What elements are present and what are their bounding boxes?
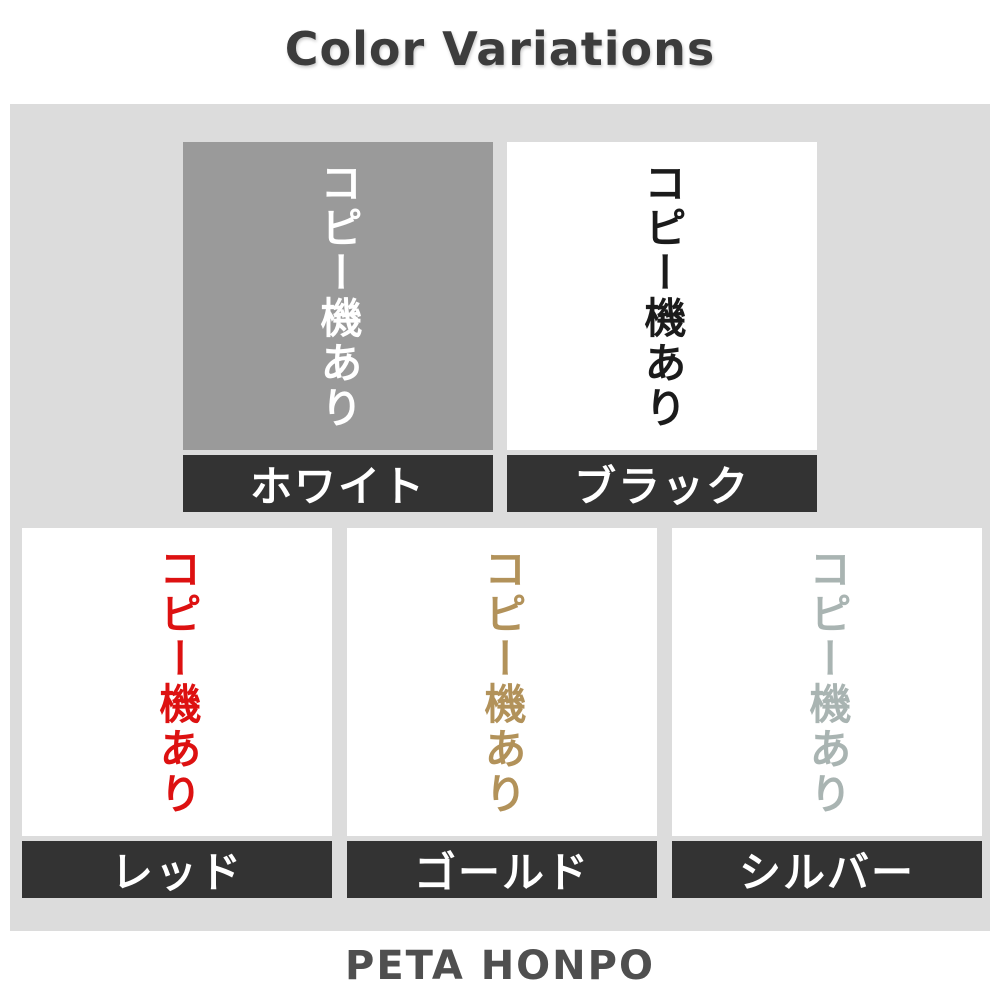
swatch-gold: コピー機あり — [347, 528, 657, 836]
sample-text-gold: コピー機あり — [478, 547, 527, 817]
swatch-silver: コピー機あり — [672, 528, 982, 836]
tile-silver: コピー機あり シルバー — [672, 528, 982, 898]
sample-text-silver: コピー機あり — [803, 547, 852, 817]
label-bar-silver: シルバー — [672, 841, 982, 898]
label-bar-white: ホワイト — [183, 455, 493, 512]
label-bar-gold: ゴールド — [347, 841, 657, 898]
label-text-gold: ゴールド — [413, 848, 590, 897]
brand-footer: PETA HONPO — [345, 943, 655, 989]
label-bar-black: ブラック — [507, 455, 817, 512]
swatch-white: コピー機あり — [183, 142, 493, 450]
tile-white: コピー機あり ホワイト — [183, 142, 493, 512]
label-bar-red: レッド — [22, 841, 332, 898]
swatch-black: コピー機あり — [507, 142, 817, 450]
swatch-red: コピー機あり — [22, 528, 332, 836]
label-text-silver: シルバー — [738, 848, 915, 897]
label-text-black: ブラック — [573, 462, 750, 511]
variations-panel: コピー機あり ホワイト コピー機あり ブラック コピー機あり レッド コピー機あ… — [10, 104, 990, 931]
sample-text-white: コピー機あり — [314, 161, 363, 431]
tile-gold: コピー機あり ゴールド — [347, 528, 657, 898]
sample-text-red: コピー機あり — [153, 547, 202, 817]
tile-black: コピー機あり ブラック — [507, 142, 817, 512]
label-text-white: ホワイト — [249, 462, 426, 511]
label-text-red: レッド — [110, 848, 243, 897]
tile-red: コピー機あり レッド — [22, 528, 332, 898]
page-title: Color Variations — [284, 22, 716, 76]
sample-text-black: コピー機あり — [638, 161, 687, 431]
